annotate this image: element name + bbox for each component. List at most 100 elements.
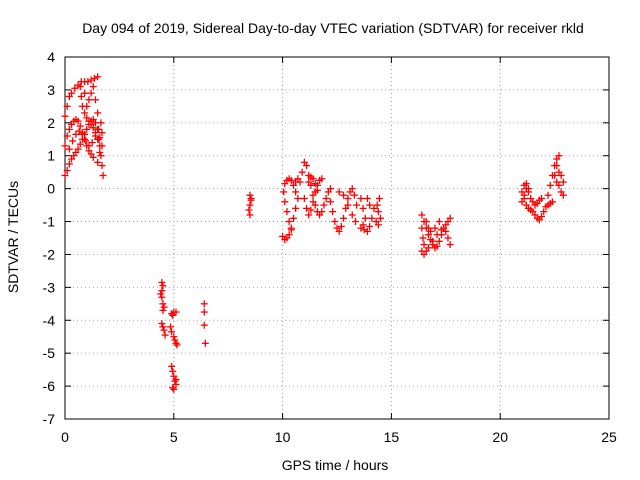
data-point <box>303 162 311 170</box>
data-point <box>77 92 85 100</box>
data-point <box>309 175 317 183</box>
data-point <box>78 130 86 138</box>
data-point <box>97 119 105 127</box>
data-series <box>61 73 567 393</box>
data-point <box>74 117 82 125</box>
plot-frame <box>64 56 610 420</box>
data-point <box>200 321 208 329</box>
data-point <box>285 218 293 226</box>
x-tick-label: 20 <box>492 429 508 445</box>
data-point <box>285 231 293 239</box>
data-point <box>427 227 435 235</box>
data-point <box>377 214 385 222</box>
y-tick-label: 1 <box>47 148 55 164</box>
data-point <box>89 83 97 91</box>
data-point <box>366 222 374 230</box>
data-point <box>160 303 168 311</box>
y-axis-label: SDTVAR / TECUs <box>5 181 21 293</box>
data-point <box>161 331 169 339</box>
data-point <box>322 195 330 203</box>
data-point <box>540 208 548 216</box>
data-point <box>159 323 167 331</box>
data-point <box>167 323 175 331</box>
data-point <box>95 135 103 143</box>
data-point <box>435 237 443 245</box>
data-point <box>173 341 181 349</box>
data-point <box>72 130 80 138</box>
data-point <box>551 171 559 179</box>
data-point <box>96 148 104 156</box>
data-point <box>360 226 368 234</box>
data-point <box>81 89 89 97</box>
data-point <box>363 227 371 235</box>
data-point <box>307 206 315 214</box>
data-point <box>65 145 73 153</box>
data-point <box>95 125 103 133</box>
data-point <box>357 195 365 203</box>
data-point <box>374 208 382 216</box>
data-point <box>326 185 334 193</box>
grid-lines <box>65 57 609 419</box>
x-axis-label: GPS time / hours <box>282 457 389 473</box>
data-point <box>75 127 83 135</box>
data-point <box>98 162 106 170</box>
data-point <box>85 142 93 150</box>
data-point <box>63 132 71 140</box>
data-point <box>65 125 73 133</box>
y-tick-label: -2 <box>43 246 56 262</box>
data-point <box>298 168 306 176</box>
data-point <box>98 142 106 150</box>
data-point <box>169 367 177 375</box>
data-point <box>280 188 288 196</box>
data-point <box>96 134 104 142</box>
data-point <box>169 311 177 319</box>
data-point <box>292 204 300 212</box>
data-point <box>74 145 82 153</box>
data-point <box>518 198 526 206</box>
data-point <box>318 208 326 216</box>
data-point <box>548 198 556 206</box>
data-point <box>375 195 383 203</box>
data-point <box>329 208 337 216</box>
data-point <box>172 339 180 347</box>
data-point <box>294 195 302 203</box>
data-point <box>247 195 255 203</box>
y-tick-label: 0 <box>47 181 55 197</box>
data-point <box>559 178 567 186</box>
axis-ticks <box>64 56 610 420</box>
y-tick-label: -6 <box>43 378 56 394</box>
data-point <box>71 84 79 92</box>
data-point <box>444 234 452 242</box>
data-point <box>524 185 532 193</box>
x-tick-label: 0 <box>61 429 69 445</box>
x-tick-label: 5 <box>170 429 178 445</box>
data-point <box>446 214 454 222</box>
data-point <box>171 377 179 385</box>
data-point <box>300 195 308 203</box>
data-point <box>61 171 69 179</box>
data-point <box>168 362 176 370</box>
data-point <box>160 326 168 334</box>
data-point <box>89 124 97 132</box>
data-point <box>168 328 176 336</box>
data-point <box>344 201 352 209</box>
data-point <box>85 96 93 104</box>
data-point <box>520 191 528 199</box>
y-tick-label: 3 <box>47 82 55 98</box>
data-point <box>366 201 374 209</box>
data-point <box>374 221 382 229</box>
data-point <box>169 384 177 392</box>
y-tick-label: 2 <box>47 115 55 131</box>
data-point <box>340 191 348 199</box>
data-point <box>348 185 356 193</box>
data-point <box>246 211 254 219</box>
data-point <box>555 152 563 160</box>
y-tick-label: -1 <box>43 214 56 230</box>
data-point <box>340 214 348 222</box>
data-point <box>63 102 71 110</box>
data-point <box>538 213 546 221</box>
data-point <box>313 186 321 194</box>
data-point <box>68 89 76 97</box>
data-point <box>442 227 450 235</box>
